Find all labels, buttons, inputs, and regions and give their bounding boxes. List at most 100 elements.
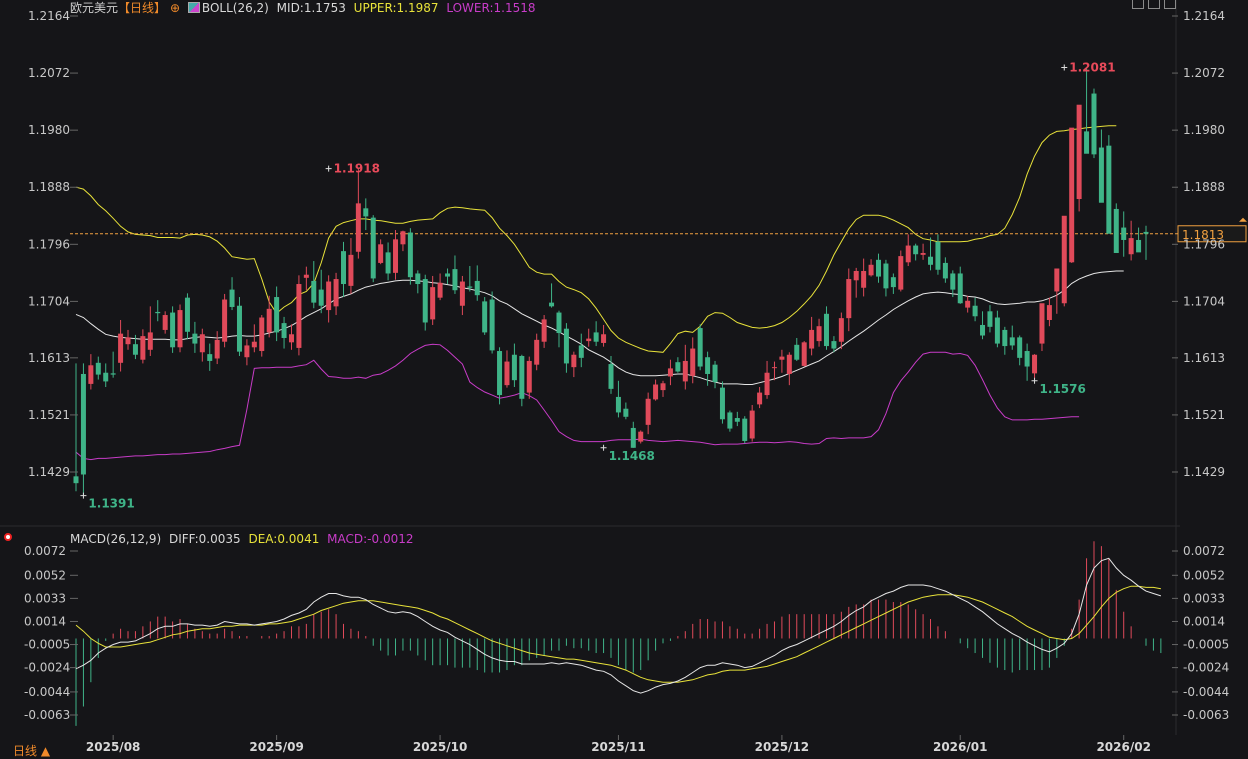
candle-body (504, 361, 510, 386)
candle-body (355, 203, 361, 252)
candle-body (942, 262, 948, 279)
macd-tick-label-left: -0.0024 (24, 661, 70, 675)
candle-body (445, 273, 451, 277)
candle-body (244, 345, 250, 358)
candle-body (229, 289, 235, 307)
candle-body (400, 231, 406, 245)
macd-name: MACD(26,12,9) (70, 532, 162, 546)
candle-body (526, 360, 532, 393)
plus-circle-icon[interactable]: ⊕ (170, 1, 181, 15)
candle-body (214, 339, 220, 359)
price-tick-label-left: 1.2164 (28, 9, 70, 23)
candle-body (563, 328, 569, 364)
candle-body (645, 398, 651, 425)
annotations: 1.1391 1.1918 1.1468 1.1576 1.2081 (80, 60, 1116, 511)
split-panel-icon[interactable] (1132, 0, 1144, 9)
main-legend: 欧元美元【日线】 ⊕ BOLL(26,2) MID:1.1753 UPPER:1.… (70, 0, 540, 16)
macd-tick-label-left: -0.0005 (24, 638, 70, 652)
candle-body (311, 280, 317, 303)
candle-body (994, 317, 1000, 344)
current-price-label: 1.1813 (1182, 228, 1224, 242)
macd-dea-value: DEA:0.0041 (248, 532, 320, 546)
candle-body (905, 245, 911, 263)
candle-body (667, 368, 673, 377)
price-tick-label-right: 1.1980 (1183, 123, 1225, 137)
candle-body (898, 256, 904, 290)
candle-body (920, 252, 926, 255)
candle-body (1002, 329, 1008, 347)
candle-body (1113, 208, 1119, 253)
candle-body (177, 310, 183, 348)
candle-body (192, 333, 198, 344)
candle-body (274, 297, 280, 333)
candle-body (288, 334, 294, 343)
indicator-toggle-icon[interactable] (4, 533, 12, 541)
candle-body (742, 418, 748, 441)
macd-tick-label-right: -0.0044 (1183, 685, 1229, 699)
candle-body (259, 317, 265, 352)
macd-tick-label-right: 0.0052 (1183, 568, 1225, 582)
candle-body (601, 334, 607, 343)
candle-body (303, 274, 309, 278)
candle-body (987, 311, 993, 327)
price-tick-label-left: 1.1888 (28, 180, 70, 194)
candle-body (586, 338, 592, 342)
time-tick-label: 2025/11 (591, 740, 645, 754)
candle-body (1128, 238, 1134, 255)
macd-histogram (75, 541, 1162, 726)
extreme-marker (1031, 377, 1038, 384)
price-alert-icon (1239, 217, 1247, 222)
boll-lower-value: LOWER:1.1518 (446, 1, 536, 15)
candle-body (883, 263, 889, 289)
time-axis: 2025/08 2025/09 2025/10 2025/11 2025/12 2026/… (86, 735, 1151, 754)
macd-tick-label-right: -0.0005 (1183, 638, 1229, 652)
price-tick-label-left: 1.1704 (28, 294, 70, 308)
extreme-label: 1.2081 (1069, 60, 1115, 74)
maximize-icon[interactable] (1164, 0, 1176, 9)
layout-icon[interactable] (1148, 0, 1160, 9)
candle-body (913, 245, 919, 255)
candle-body (809, 329, 815, 349)
candle-body (222, 299, 228, 342)
candle-body (437, 282, 443, 298)
candle-body (623, 408, 629, 417)
candle-body (608, 364, 614, 389)
candle-body (1069, 127, 1075, 263)
candle-body (801, 342, 807, 366)
macd-tick-label-right: 0.0033 (1183, 591, 1225, 605)
price-tick-label-left: 1.1521 (28, 408, 70, 422)
candles (73, 67, 1149, 496)
time-tick-label: 2025/10 (413, 740, 467, 754)
price-tick-label-right: 1.1796 (1183, 237, 1225, 251)
extreme-label: 1.1918 (334, 162, 380, 176)
symbol-name: 欧元美元 (70, 1, 119, 15)
time-tick-label: 2026/02 (1096, 740, 1150, 754)
price-tick-label-right: 1.1429 (1183, 465, 1225, 479)
price-tick-label-left: 1.1796 (28, 237, 70, 251)
candle-body (786, 354, 792, 374)
candle-body (890, 277, 896, 288)
macd-tick-label-left: 0.0052 (24, 568, 66, 582)
extreme-marker (325, 165, 332, 172)
candle-body (675, 362, 681, 372)
price-tick-label-right: 1.1888 (1183, 180, 1225, 194)
candle-body (73, 476, 79, 484)
boll-mid-line (75, 270, 1124, 385)
candle-body (519, 355, 525, 399)
period-button[interactable]: 日线 ▲ (13, 744, 51, 758)
price-tick-label-right: 1.1613 (1183, 351, 1225, 365)
candle-body (1046, 305, 1052, 320)
candle-body (846, 279, 852, 319)
candle-body (125, 337, 131, 345)
boll-lower-line (75, 343, 1080, 461)
boll-icon[interactable] (187, 2, 200, 13)
candle-body (341, 251, 346, 285)
macd-tick-label-right: 0.0014 (1183, 614, 1225, 628)
candle-body (719, 387, 725, 420)
candle-body (935, 241, 941, 270)
candle-body (1106, 145, 1112, 234)
boll-upper-value: UPPER:1.1987 (353, 1, 439, 15)
macd-tick-label-left: -0.0044 (24, 685, 70, 699)
candle-body (1084, 131, 1090, 154)
